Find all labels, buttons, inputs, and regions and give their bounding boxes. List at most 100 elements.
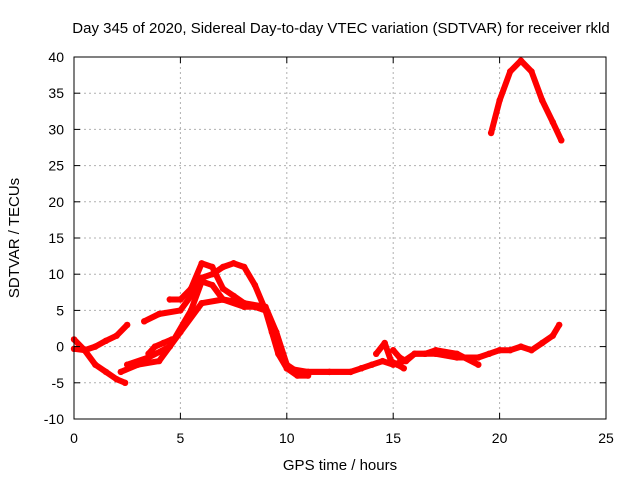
data-point [507, 347, 514, 354]
data-point [92, 343, 99, 350]
y-tick-label: 5 [56, 302, 64, 318]
x-axis-label: GPS time / hours [283, 457, 397, 474]
data-point [528, 347, 535, 354]
data-point [487, 129, 495, 137]
y-tick-label: 25 [48, 158, 64, 174]
data-point [402, 357, 410, 365]
series-layer [70, 57, 565, 386]
data-point [379, 357, 386, 365]
data-point [411, 350, 418, 357]
data-point [294, 372, 301, 379]
data-point [187, 285, 195, 292]
data-point [198, 260, 205, 267]
data-point [528, 68, 535, 75]
data-point [160, 339, 167, 347]
data-point [102, 368, 110, 376]
data-point [268, 328, 276, 336]
data-point [209, 281, 216, 289]
data-point [394, 361, 401, 368]
data-point [251, 303, 259, 310]
data-point [230, 292, 237, 300]
data-point [549, 119, 556, 126]
tick-layer: 0 5 10 15 20 25 -10 -5 0 5 10 15 20 25 30 35 40 [44, 49, 614, 446]
data-point [275, 350, 282, 357]
data-point [387, 357, 395, 365]
data-point [400, 365, 407, 372]
data-point [539, 97, 546, 104]
data-point [151, 343, 159, 350]
y-axis-label: SDTVAR / TECUs [6, 178, 23, 298]
data-point [373, 350, 380, 357]
x-tick-label: 0 [70, 430, 78, 446]
data-point [198, 300, 205, 307]
data-point [517, 57, 525, 64]
data-point [507, 68, 514, 75]
x-tick-label: 10 [279, 430, 295, 446]
y-tick-label: 30 [48, 121, 64, 137]
data-point [155, 357, 163, 365]
data-point [241, 263, 248, 271]
data-point [168, 336, 176, 343]
data-point [475, 361, 482, 368]
x-tick-label: 5 [177, 430, 185, 446]
data-point [209, 263, 216, 271]
data-point [517, 343, 525, 350]
data-point [558, 137, 565, 144]
data-point [141, 318, 148, 325]
data-point [177, 307, 184, 314]
data-point [358, 365, 365, 372]
data-point [166, 343, 173, 350]
x-tick-label: 25 [598, 430, 614, 446]
data-point [230, 260, 237, 267]
data-point [198, 274, 205, 281]
data-point [81, 347, 88, 354]
data-point [432, 347, 439, 354]
data-point [381, 339, 388, 347]
data-point [113, 376, 120, 383]
data-point [155, 310, 163, 318]
data-point [102, 337, 110, 344]
data-point [117, 368, 125, 376]
grid-lines [74, 57, 606, 419]
data-point [347, 368, 354, 376]
series-line-pass-g [145, 336, 175, 357]
x-tick-label: 15 [385, 430, 401, 446]
y-tick-label: 40 [48, 49, 64, 65]
y-tick-label: -10 [44, 411, 64, 427]
y-tick-label: 35 [48, 85, 64, 101]
data-point [326, 368, 333, 376]
data-point [475, 354, 482, 361]
data-point [177, 296, 184, 303]
data-point [113, 332, 120, 339]
y-tick-label: 10 [48, 266, 64, 282]
data-point [219, 285, 227, 292]
data-point [219, 263, 227, 271]
data-point [124, 321, 131, 329]
y-tick-label: 15 [48, 230, 64, 246]
y-tick-label: 0 [56, 339, 64, 355]
y-tick-label: 20 [48, 194, 64, 210]
data-point [92, 361, 99, 368]
series-line-pass-f [166, 260, 354, 375]
data-point [496, 97, 503, 104]
data-point [241, 300, 248, 307]
data-point [166, 296, 173, 303]
data-point [304, 368, 312, 376]
data-point [549, 332, 556, 339]
data-point [496, 347, 503, 354]
data-point [251, 281, 259, 289]
data-point [219, 296, 227, 303]
data-point [283, 365, 290, 372]
series-line-pass-l [488, 57, 565, 144]
data-point [124, 361, 131, 368]
data-point [539, 339, 546, 347]
data-point [262, 307, 269, 314]
data-point [121, 379, 129, 386]
data-point [421, 350, 429, 357]
chart-title: Day 345 of 2020, Sidereal Day-to-day VTE… [72, 20, 609, 37]
data-point [368, 361, 376, 368]
y-tick-label: -5 [52, 375, 65, 391]
data-point [485, 350, 493, 357]
data-point [396, 354, 403, 361]
